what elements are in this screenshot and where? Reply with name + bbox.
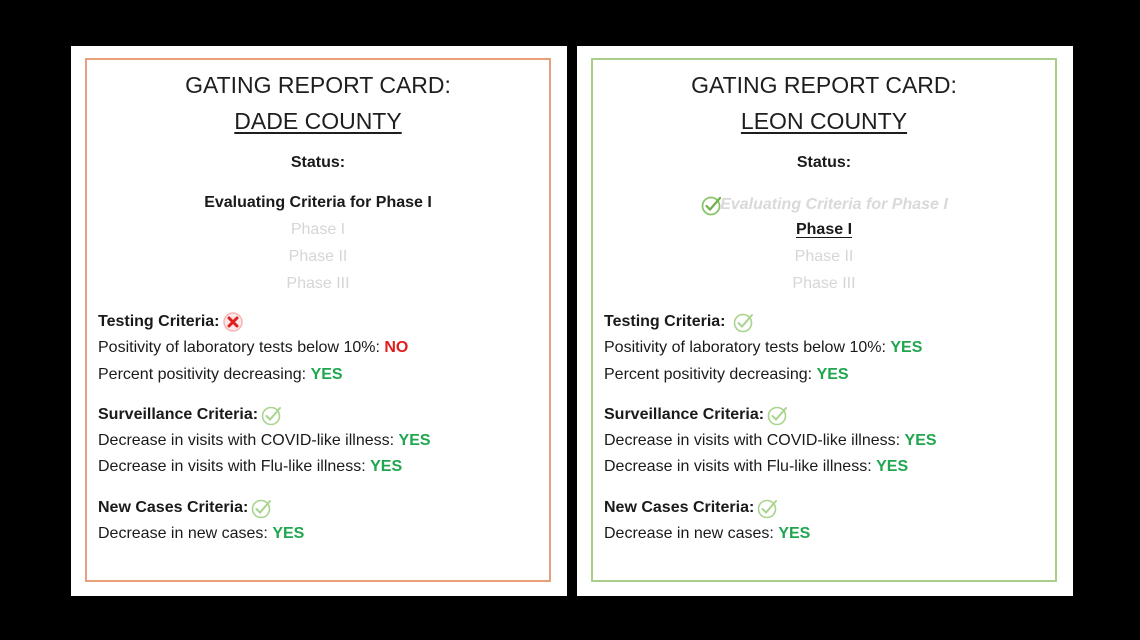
surveillance-criteria-heading: Surveillance Criteria: [604, 404, 788, 426]
status-label: Status: [290, 154, 346, 171]
status-value-yes: YES [778, 525, 811, 542]
check-circle-icon [700, 194, 722, 216]
report-card-leon: GATING REPORT CARD: LEON COUNTY Status: … [591, 58, 1057, 582]
status-value-yes: YES [272, 525, 305, 542]
phase-evaluating-label: Evaluating Criteria for Phase I [720, 196, 948, 214]
criteria-item: Decrease in new cases: YES [604, 525, 811, 542]
check-circle-icon [250, 497, 272, 519]
check-circle-icon [260, 404, 282, 426]
criteria-item: Decrease in new cases: YES [98, 525, 305, 542]
section-heading: New Cases Criteria: [98, 499, 249, 516]
new-cases-criteria-heading: New Cases Criteria: [604, 497, 778, 519]
status-value-yes: YES [398, 432, 431, 449]
phase-evaluating-complete: Evaluating Criteria for Phase I [593, 194, 1055, 216]
status-value-yes: YES [890, 339, 923, 356]
status-value-yes: YES [310, 366, 343, 383]
criteria-item: Positivity of laboratory tests below 10%… [98, 339, 409, 356]
status-value-yes: YES [370, 458, 403, 475]
report-card-dade: GATING REPORT CARD: DADE COUNTY Status: … [85, 58, 551, 582]
testing-criteria-heading: Testing Criteria: [604, 311, 754, 333]
testing-criteria-heading: Testing Criteria: [98, 311, 244, 333]
section-heading: Surveillance Criteria: [98, 406, 259, 423]
phase-1: Phase I [290, 221, 346, 238]
section-heading: Testing Criteria: [98, 313, 220, 330]
status-value-yes: YES [876, 458, 909, 475]
dade-county-panel: GATING REPORT CARD: DADE COUNTY Status: … [71, 46, 567, 596]
check-circle-icon [732, 311, 754, 333]
x-circle-icon [222, 311, 244, 333]
criteria-item: Decrease in visits with Flu-like illness… [98, 458, 403, 475]
section-heading: Testing Criteria: [604, 313, 726, 330]
phase-2: Phase II [794, 248, 854, 265]
leon-county-panel: GATING REPORT CARD: LEON COUNTY Status: … [577, 46, 1073, 596]
criteria-item: Positivity of laboratory tests below 10%… [604, 339, 923, 356]
section-heading: New Cases Criteria: [604, 499, 755, 516]
phase-1-current: Phase I [795, 221, 853, 238]
status-value-yes: YES [904, 432, 937, 449]
status-value-no: NO [384, 339, 409, 356]
status-value-yes: YES [816, 366, 849, 383]
criteria-item: Decrease in visits with COVID-like illne… [604, 432, 937, 449]
check-circle-icon [766, 404, 788, 426]
card-title: GATING REPORT CARD: [185, 72, 451, 98]
phase-evaluating-current: Evaluating Criteria for Phase I [204, 194, 432, 211]
card-title: GATING REPORT CARD: [691, 72, 957, 98]
status-label: Status: [796, 154, 852, 171]
criteria-item: Decrease in visits with COVID-like illne… [98, 432, 431, 449]
phase-3: Phase III [286, 275, 350, 292]
criteria-item: Decrease in visits with Flu-like illness… [604, 458, 909, 475]
section-heading: Surveillance Criteria: [604, 406, 765, 423]
surveillance-criteria-heading: Surveillance Criteria: [98, 404, 282, 426]
county-name: DADE COUNTY [234, 108, 402, 134]
county-name: LEON COUNTY [740, 108, 908, 134]
new-cases-criteria-heading: New Cases Criteria: [98, 497, 272, 519]
phase-2: Phase II [288, 248, 348, 265]
criteria-item: Percent positivity decreasing: YES [604, 366, 849, 383]
phase-3: Phase III [792, 275, 856, 292]
check-circle-icon [756, 497, 778, 519]
criteria-item: Percent positivity decreasing: YES [98, 366, 343, 383]
